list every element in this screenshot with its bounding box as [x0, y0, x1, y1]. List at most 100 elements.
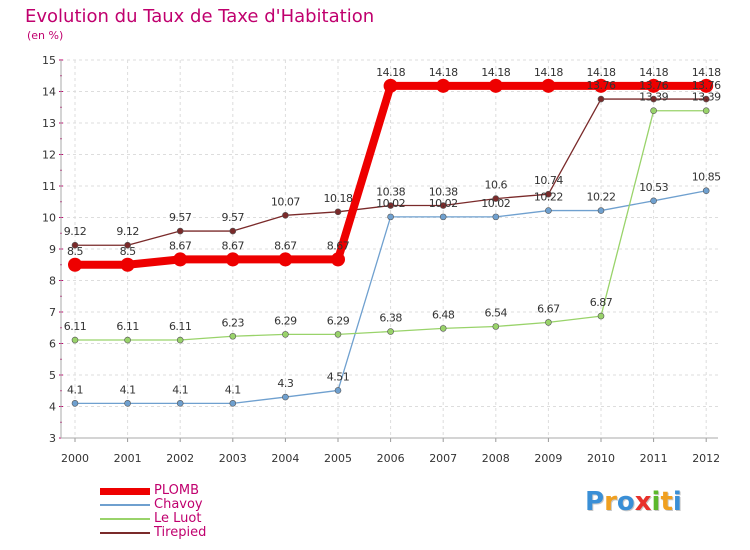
y-tick-label: 12 — [42, 149, 56, 162]
x-tick-label: 2008 — [482, 452, 510, 465]
data-label: 4.1 — [225, 383, 241, 396]
data-label: 10.22 — [587, 191, 616, 204]
data-label: 10.02 — [429, 197, 458, 210]
data-label: 4.1 — [67, 383, 83, 396]
data-label: 14.18 — [481, 66, 510, 79]
data-label: 10.02 — [376, 197, 405, 210]
data-point — [597, 312, 605, 320]
x-tick-label: 2011 — [640, 452, 668, 465]
data-label: 14.18 — [639, 66, 668, 79]
data-point — [594, 78, 608, 93]
data-point — [387, 213, 394, 221]
brand-letter: r — [604, 487, 617, 517]
data-point — [650, 95, 657, 103]
data-point — [229, 332, 237, 340]
data-point — [176, 336, 184, 344]
data-label: 6.29 — [327, 314, 350, 327]
data-point — [124, 241, 131, 249]
data-label: 9.57 — [222, 211, 245, 224]
data-label: 8.67 — [222, 239, 245, 252]
data-point — [488, 78, 503, 93]
x-tick-label: 2010 — [587, 452, 615, 465]
x-tick-label: 2005 — [324, 452, 352, 465]
data-label: 14.18 — [429, 66, 458, 79]
y-tick-label: 13 — [42, 117, 56, 130]
data-point — [650, 107, 657, 115]
x-tick-label: 2006 — [377, 452, 405, 465]
data-label: 9.12 — [116, 225, 139, 238]
data-point — [387, 202, 394, 209]
data-point — [541, 78, 556, 93]
data-point — [71, 336, 79, 344]
brand-letter: i — [651, 487, 661, 517]
data-point — [545, 319, 552, 326]
data-label: 10.02 — [481, 197, 510, 210]
y-tick-label: 14 — [42, 86, 56, 99]
brand-letter: x — [634, 487, 652, 517]
brand-letter: t — [660, 487, 673, 517]
data-label: 8.67 — [169, 239, 192, 252]
data-label: 14.18 — [534, 66, 563, 79]
data-label: 13.76 — [639, 79, 668, 92]
data-point — [439, 325, 447, 332]
data-label: 8.5 — [120, 245, 136, 258]
data-point — [492, 323, 500, 330]
x-tick-label: 2001 — [114, 452, 142, 465]
data-label: 13.39 — [639, 91, 668, 104]
data-point — [176, 227, 184, 235]
data-point — [334, 387, 342, 394]
data-point — [120, 257, 135, 272]
data-point — [334, 331, 342, 338]
data-label: 4.1 — [172, 383, 188, 396]
y-tick-label: 6 — [49, 338, 56, 351]
data-label: 14.18 — [587, 66, 616, 79]
legend-swatch — [100, 532, 150, 534]
data-point — [71, 241, 79, 249]
x-tick-label: 2002 — [166, 452, 194, 465]
data-label: 6.29 — [274, 314, 297, 327]
data-label: 10.53 — [639, 181, 668, 194]
data-label: 10.6 — [485, 179, 508, 192]
data-label: 6.87 — [590, 296, 613, 309]
legend-swatch — [100, 504, 150, 506]
data-point — [387, 328, 394, 335]
y-tick-label: 15 — [42, 54, 56, 67]
data-point — [282, 331, 289, 338]
data-point — [492, 213, 500, 221]
data-point — [646, 78, 661, 93]
y-tick-label: 4 — [49, 401, 56, 414]
data-point — [702, 187, 710, 195]
data-point — [225, 252, 240, 267]
data-label: 6.67 — [537, 302, 560, 315]
data-label: 10.18 — [324, 192, 353, 205]
x-tick-label: 2000 — [61, 452, 89, 465]
chart-title: Evolution du Taux de Taxe d'Habitation — [25, 6, 375, 27]
legend-label: Tirepied — [154, 525, 207, 540]
data-point — [702, 107, 710, 115]
data-label: 4.51 — [327, 370, 350, 383]
data-point — [545, 190, 552, 198]
data-label: 6.38 — [379, 312, 402, 325]
data-point — [229, 400, 237, 407]
data-point — [597, 95, 605, 103]
data-label: 6.23 — [222, 316, 245, 329]
brand-letter: P — [585, 487, 605, 517]
data-point — [68, 257, 82, 272]
data-label: 8.5 — [67, 245, 83, 258]
chart-subtitle: (en %) — [27, 29, 64, 42]
data-point — [176, 400, 184, 407]
y-tick-label: 3 — [49, 432, 56, 445]
data-point — [331, 252, 345, 267]
y-tick-label: 10 — [42, 212, 56, 225]
x-tick-label: 2007 — [429, 452, 457, 465]
x-tick-label: 2003 — [219, 452, 247, 465]
data-point — [71, 400, 79, 407]
data-point — [439, 213, 447, 221]
legend-label: Le Luot — [154, 511, 202, 526]
data-label: 14.18 — [692, 66, 721, 79]
x-tick-label: 2004 — [271, 452, 299, 465]
data-point — [334, 208, 342, 216]
data-point — [229, 227, 237, 235]
data-point — [699, 78, 714, 93]
